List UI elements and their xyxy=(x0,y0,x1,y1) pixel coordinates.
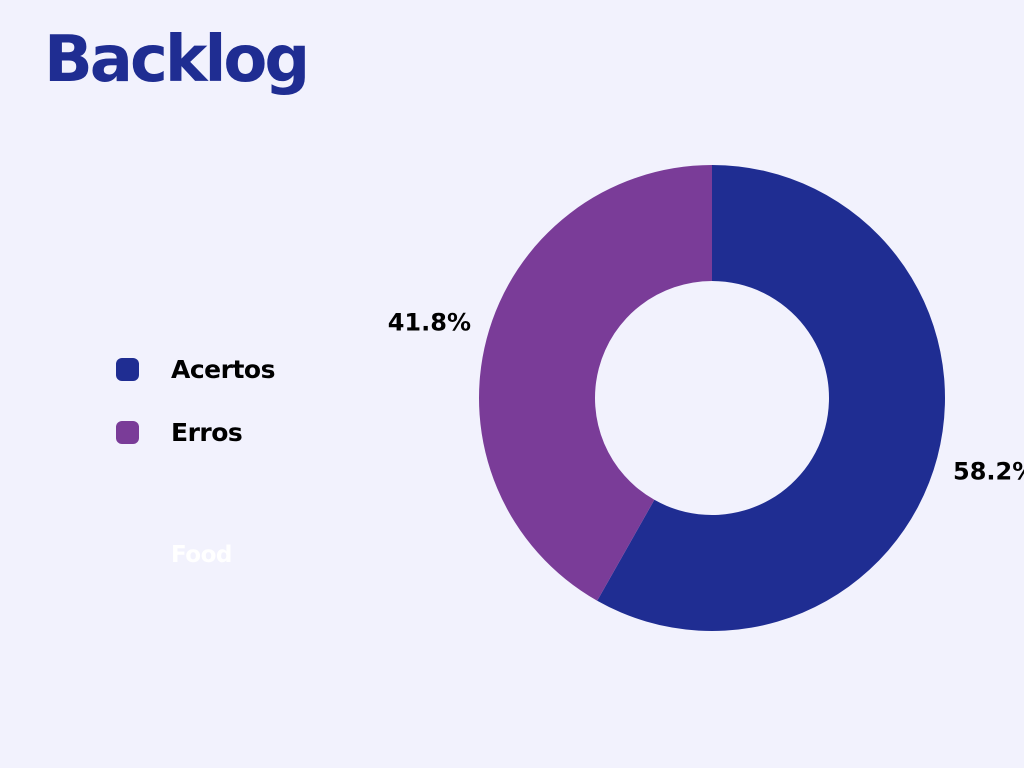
data-label-erros: 41.8% xyxy=(388,308,471,336)
faint-label: Food xyxy=(171,542,232,568)
legend-swatch-acertos xyxy=(116,357,139,381)
donut-slice-acertos xyxy=(597,165,945,631)
legend-item-erros: Erros xyxy=(116,415,275,449)
legend-item-acertos: Acertos xyxy=(116,352,275,386)
data-label-acertos: 58.2% xyxy=(953,458,1024,486)
donut-slice-erros xyxy=(478,165,712,601)
legend-swatch-erros xyxy=(116,420,139,444)
chart-legend: Acertos Erros xyxy=(116,352,275,478)
page-title: Backlog xyxy=(44,23,310,97)
legend-label-erros: Erros xyxy=(171,417,243,447)
legend-label-acertos: Acertos xyxy=(171,354,275,384)
